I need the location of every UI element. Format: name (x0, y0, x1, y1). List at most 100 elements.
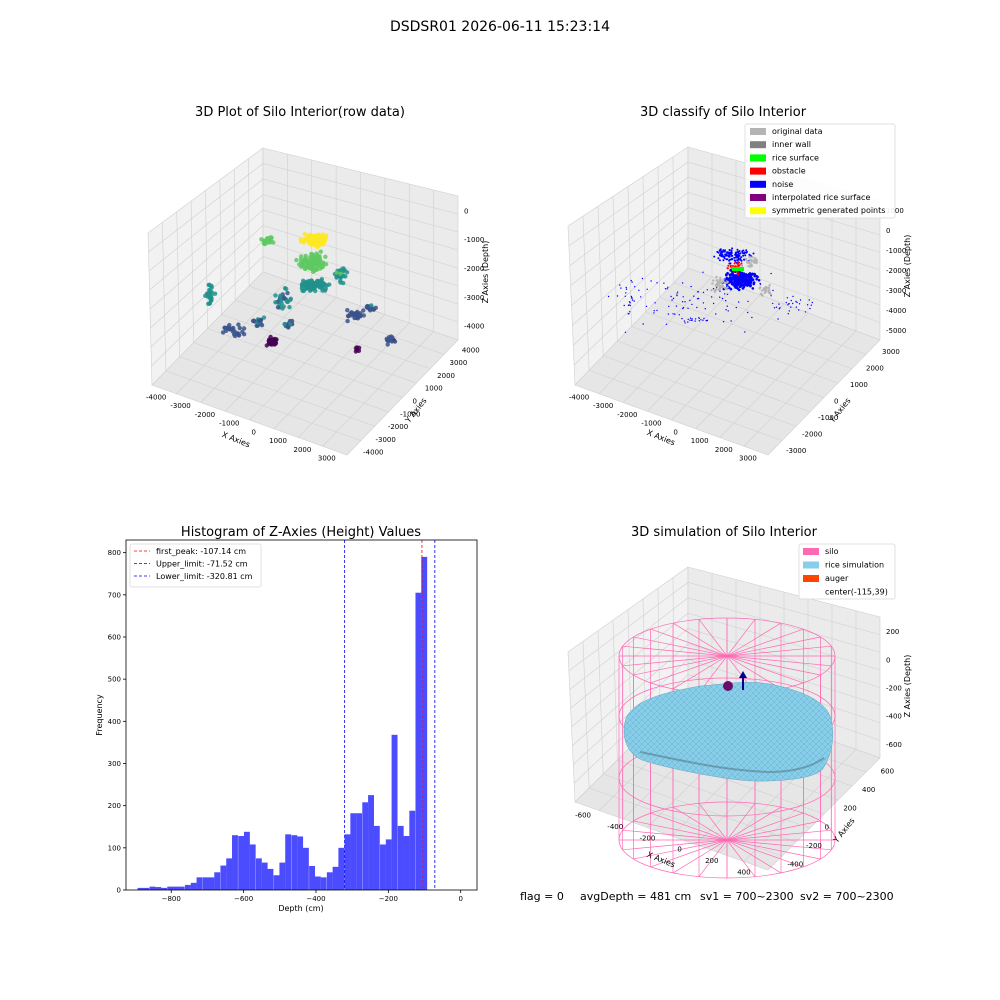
y-axis-label: Y Axies (827, 396, 853, 425)
point (667, 313, 670, 315)
point (706, 319, 708, 322)
point (746, 260, 749, 263)
grid-line (603, 355, 797, 427)
point (371, 307, 376, 312)
point (298, 257, 304, 262)
point (729, 262, 732, 265)
point (624, 295, 626, 297)
point (682, 307, 685, 309)
point (689, 317, 692, 319)
point (700, 319, 702, 321)
silo-floor-spoke (672, 806, 728, 841)
point (389, 339, 395, 344)
point (726, 258, 729, 261)
point (735, 251, 738, 254)
silo-floor-spoke (726, 806, 782, 841)
legend-label: obstacle (772, 167, 806, 176)
point (689, 319, 691, 321)
tick-label: −800 (162, 895, 181, 903)
point (740, 271, 744, 275)
point (365, 305, 370, 310)
silo-floor-spoke (726, 803, 756, 841)
tick-label: 0 (834, 398, 838, 406)
point (724, 293, 726, 295)
point (808, 299, 810, 301)
point (744, 275, 748, 278)
tick-label: 0 (251, 428, 255, 436)
point (654, 302, 656, 304)
point (710, 289, 713, 292)
histogram-bar (173, 886, 179, 890)
histogram-bar (279, 862, 286, 890)
point (748, 254, 751, 257)
point (809, 307, 811, 310)
pane-floor (574, 267, 881, 456)
point (719, 248, 722, 251)
grid-line (572, 643, 881, 746)
point (712, 288, 715, 290)
silo-roof-spoke (726, 655, 832, 667)
point (724, 287, 727, 290)
tick-label: 0 (886, 656, 890, 664)
silo-floor-spoke (622, 839, 728, 851)
point (262, 239, 267, 244)
grid-line (571, 628, 881, 728)
point (250, 318, 256, 324)
point (318, 278, 324, 284)
point (792, 295, 794, 298)
histogram-title: Histogram of Z-Axies (Height) Values (181, 525, 421, 540)
point (279, 301, 284, 306)
auger-marker (723, 681, 733, 691)
point (317, 258, 322, 263)
point (728, 254, 730, 257)
tick-label: -200 (886, 685, 902, 693)
point (225, 326, 231, 331)
point (694, 320, 696, 322)
tick-label: -600 (886, 741, 902, 749)
tick-label: −200 (379, 895, 398, 903)
silo-roof-spoke (726, 622, 782, 657)
point (721, 297, 724, 300)
legend-swatch (750, 207, 766, 215)
tick-label: 600 (881, 767, 894, 775)
point (723, 257, 726, 260)
grid-line (149, 209, 459, 310)
legend-label: inner wall (772, 140, 811, 149)
point (627, 304, 630, 307)
point (790, 306, 792, 308)
point (284, 286, 289, 292)
grid-line (571, 207, 881, 306)
point (678, 314, 680, 316)
point (737, 264, 740, 267)
point (747, 283, 750, 286)
tick-label: -3000 (464, 294, 484, 302)
sv2-text: sv2 = 700~2300 (800, 890, 894, 903)
point (323, 254, 328, 259)
point (752, 281, 756, 284)
point (729, 253, 732, 256)
point (676, 291, 679, 293)
histogram-bar (226, 858, 233, 890)
point (787, 304, 789, 306)
point (734, 286, 737, 289)
legend-label: auger (825, 574, 849, 583)
tick-label: 600 (108, 633, 121, 641)
point (736, 248, 739, 251)
point (640, 296, 642, 298)
point (736, 283, 739, 287)
point (732, 283, 736, 287)
silo-roof-spoke (672, 622, 728, 657)
point (715, 285, 719, 288)
legend-swatch (750, 167, 766, 175)
grid-line (631, 326, 825, 398)
histogram-bar (214, 872, 221, 890)
point (696, 298, 699, 300)
grid-lines (568, 153, 881, 447)
tick-label: -4000 (146, 393, 166, 401)
point (284, 299, 290, 304)
point (770, 272, 772, 275)
grid-line (582, 641, 590, 789)
point (690, 285, 692, 288)
grid-line (148, 163, 459, 253)
legend-label: original data (772, 127, 823, 136)
